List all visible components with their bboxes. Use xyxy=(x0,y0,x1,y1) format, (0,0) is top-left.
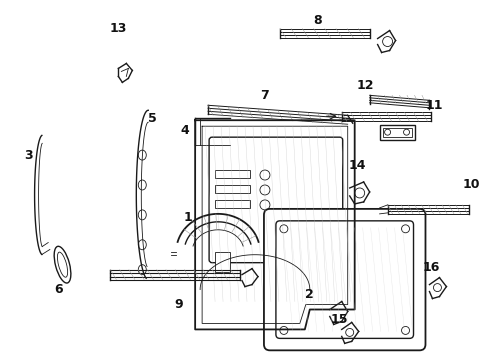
Bar xyxy=(215,200,249,208)
Text: 16: 16 xyxy=(422,261,439,274)
Bar xyxy=(379,125,414,140)
Ellipse shape xyxy=(54,246,71,283)
Ellipse shape xyxy=(57,252,67,277)
Text: 10: 10 xyxy=(462,179,479,192)
Bar xyxy=(382,128,411,137)
Bar xyxy=(215,185,249,193)
Text: 5: 5 xyxy=(147,112,156,125)
Text: 11: 11 xyxy=(425,99,442,112)
Text: 13: 13 xyxy=(109,22,127,35)
FancyBboxPatch shape xyxy=(264,209,425,350)
FancyBboxPatch shape xyxy=(209,137,342,263)
Text: 3: 3 xyxy=(24,149,33,162)
Text: 12: 12 xyxy=(356,79,374,92)
Text: 14: 14 xyxy=(348,158,366,172)
Text: 9: 9 xyxy=(174,298,182,311)
Text: 1: 1 xyxy=(183,211,192,224)
Text: 4: 4 xyxy=(181,124,189,137)
Bar xyxy=(215,252,229,272)
Text: 7: 7 xyxy=(260,89,269,102)
Text: 8: 8 xyxy=(313,14,322,27)
Bar xyxy=(215,170,249,178)
FancyBboxPatch shape xyxy=(275,221,413,338)
Text: 15: 15 xyxy=(330,313,348,326)
Text: 2: 2 xyxy=(305,288,314,301)
Text: 6: 6 xyxy=(54,283,63,296)
